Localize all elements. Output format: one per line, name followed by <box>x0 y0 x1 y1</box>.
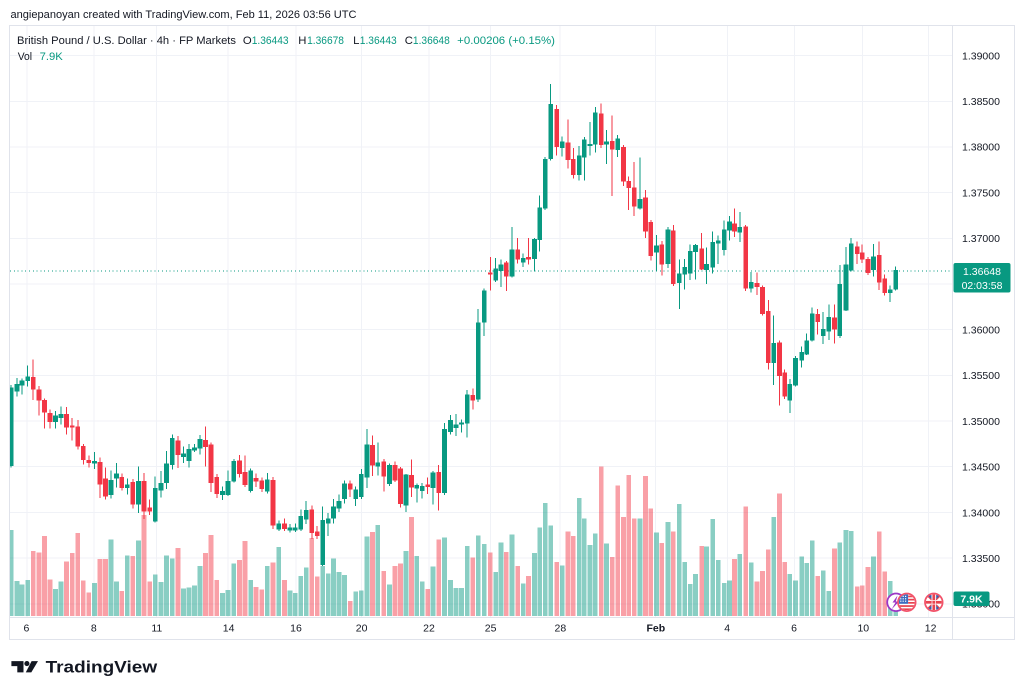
svg-text:H: H <box>298 35 306 47</box>
svg-text:1.37500: 1.37500 <box>962 187 1000 199</box>
svg-text:1.36443: 1.36443 <box>360 35 397 47</box>
svg-text:TradingView: TradingView <box>46 659 158 677</box>
svg-text:7.9K: 7.9K <box>40 51 64 63</box>
svg-text:4: 4 <box>724 623 730 635</box>
svg-text:1.35000: 1.35000 <box>962 416 1000 428</box>
svg-text:14: 14 <box>223 623 235 635</box>
svg-text:1.36648: 1.36648 <box>963 266 1001 278</box>
svg-text:20: 20 <box>356 623 368 635</box>
svg-text:1.34500: 1.34500 <box>962 462 1000 474</box>
svg-text:Vol: Vol <box>18 51 32 63</box>
svg-text:12: 12 <box>925 623 937 635</box>
svg-text:16: 16 <box>290 623 302 635</box>
svg-text:8: 8 <box>91 623 97 635</box>
svg-text:25: 25 <box>485 623 497 635</box>
svg-text:1.35500: 1.35500 <box>962 370 1000 382</box>
svg-text:1.34000: 1.34000 <box>962 507 1000 519</box>
svg-text:L: L <box>353 35 359 47</box>
svg-text:C: C <box>405 35 413 47</box>
svg-text:1.37000: 1.37000 <box>962 233 1000 245</box>
svg-text:1.36678: 1.36678 <box>307 35 344 47</box>
svg-text:1.33500: 1.33500 <box>962 553 1000 565</box>
svg-text:Feb: Feb <box>646 623 665 635</box>
svg-text:British Pound / U.S. Dollar ·: British Pound / U.S. Dollar · 4h · FP Ma… <box>17 35 236 47</box>
svg-text:22: 22 <box>423 623 435 635</box>
svg-text:28: 28 <box>555 623 567 635</box>
svg-text:1.39000: 1.39000 <box>962 50 1000 62</box>
svg-text:O: O <box>243 35 252 47</box>
svg-text:02:03:58: 02:03:58 <box>962 280 1003 292</box>
svg-text:10: 10 <box>857 623 869 635</box>
svg-text:1.36000: 1.36000 <box>962 325 1000 337</box>
svg-text:11: 11 <box>151 623 162 635</box>
svg-text:angiepanoyan created with Trad: angiepanoyan created with TradingView.co… <box>11 9 357 21</box>
svg-text:+0.00206 (+0.15%): +0.00206 (+0.15%) <box>457 35 555 47</box>
svg-text:6: 6 <box>791 623 797 635</box>
svg-text:1.36443: 1.36443 <box>252 35 289 47</box>
svg-text:6: 6 <box>23 623 29 635</box>
svg-text:7.9K: 7.9K <box>960 593 983 605</box>
svg-text:1.36648: 1.36648 <box>413 35 450 47</box>
svg-text:1.38000: 1.38000 <box>962 142 1000 154</box>
svg-text:1.38500: 1.38500 <box>962 96 1000 108</box>
